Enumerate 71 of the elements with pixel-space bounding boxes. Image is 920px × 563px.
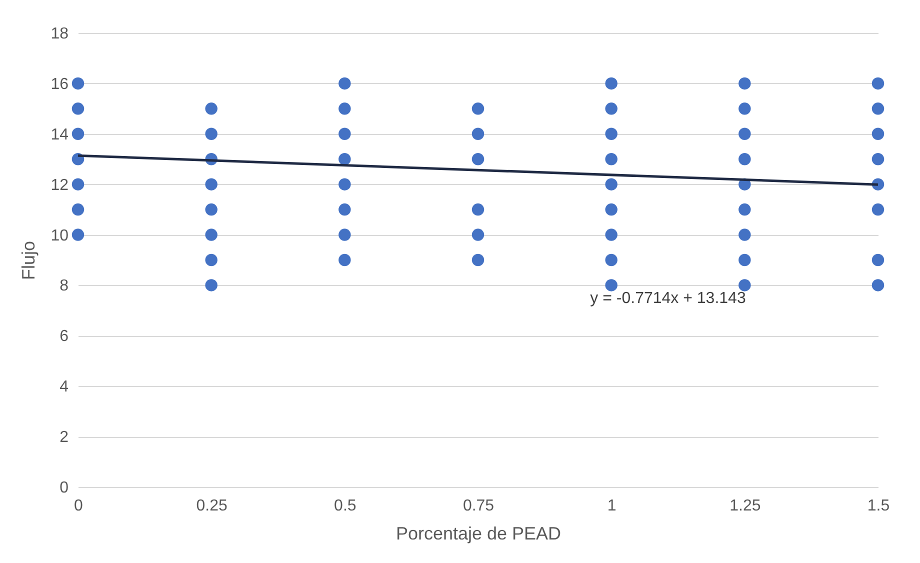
x-tick-label: 0.5 — [334, 498, 356, 514]
point — [72, 102, 84, 115]
x-tick-label: 0.25 — [196, 498, 228, 514]
point — [205, 203, 218, 216]
point — [605, 178, 618, 190]
y-tick-label: 10 — [50, 227, 69, 244]
point — [738, 77, 751, 90]
point — [872, 102, 884, 115]
point — [605, 153, 618, 166]
point — [205, 128, 218, 140]
y-tick-label: 12 — [50, 176, 69, 194]
y-axis-title: Flujo — [18, 240, 39, 280]
point — [72, 203, 84, 216]
point — [338, 153, 351, 166]
point — [205, 279, 218, 292]
point — [605, 254, 618, 266]
point — [872, 279, 884, 292]
point — [72, 178, 84, 190]
point — [872, 254, 884, 266]
point — [338, 254, 351, 266]
point — [872, 203, 884, 216]
y-tick-label: 2 — [60, 429, 69, 446]
point — [738, 279, 751, 292]
point — [338, 178, 351, 190]
point — [338, 102, 351, 115]
point — [605, 102, 618, 115]
point — [205, 228, 218, 241]
y-tick-label: 8 — [60, 278, 69, 295]
point — [472, 228, 484, 241]
y-tick-label: 4 — [60, 378, 69, 396]
x-tick-label: 0 — [74, 498, 84, 514]
point — [338, 77, 351, 90]
point — [605, 128, 618, 140]
point — [205, 254, 218, 266]
x-tick-label: 0.75 — [462, 498, 494, 514]
point — [338, 228, 351, 241]
annotation: y = -0.7714x + 13.143 — [590, 290, 746, 307]
point — [338, 128, 351, 140]
point — [472, 102, 484, 115]
point — [205, 102, 218, 115]
point — [738, 128, 751, 140]
x-tick-label: 1 — [607, 498, 616, 514]
point — [205, 178, 218, 190]
point — [738, 228, 751, 241]
point — [72, 128, 84, 140]
y-tick-label: 0 — [60, 480, 69, 496]
point — [605, 228, 618, 241]
y-tick-label: 6 — [60, 328, 69, 346]
point — [472, 128, 484, 140]
point — [872, 128, 884, 140]
point — [738, 153, 751, 166]
point — [72, 228, 84, 241]
point — [738, 102, 751, 115]
point — [605, 203, 618, 216]
point — [472, 254, 484, 266]
x-axis-title: Porcentaje de PEAD — [396, 524, 562, 544]
point — [605, 77, 618, 90]
y-tick-label: 18 — [50, 26, 69, 42]
y-tick-label: 14 — [50, 126, 69, 144]
point — [605, 279, 618, 292]
point — [472, 203, 484, 216]
x-tick-label: 1.5 — [867, 498, 890, 514]
point — [738, 254, 751, 266]
point — [872, 77, 884, 90]
x-tick-label: 1.25 — [730, 498, 761, 514]
point — [72, 77, 84, 90]
point — [472, 153, 484, 166]
y-tick-label: 16 — [50, 76, 69, 93]
point — [738, 203, 751, 216]
point — [338, 203, 351, 216]
point — [872, 153, 884, 166]
